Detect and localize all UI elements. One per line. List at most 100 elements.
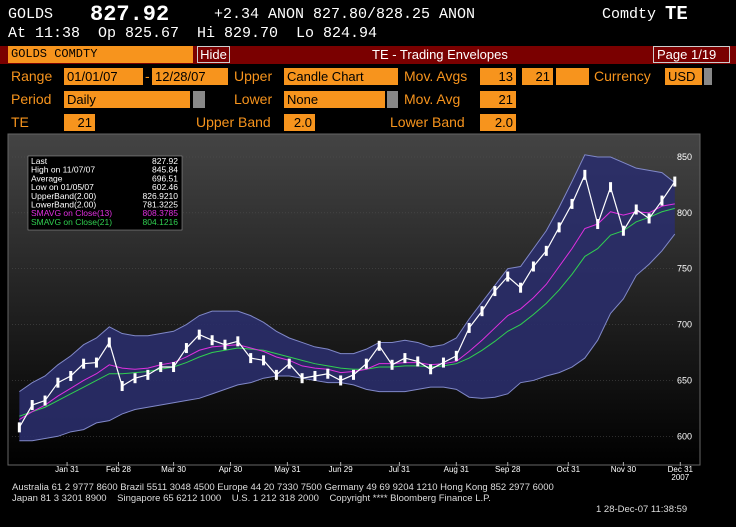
dropdown[interactable]	[704, 68, 712, 85]
form-field[interactable]: 13	[480, 68, 516, 85]
legend-label: UpperBand(2.00)	[31, 191, 96, 201]
form-field[interactable]: 21	[480, 91, 516, 108]
dropdown[interactable]	[387, 91, 398, 108]
form-field[interactable]: None	[284, 91, 385, 108]
candle	[184, 343, 188, 354]
x-tick-label: Aug 31	[444, 465, 470, 474]
form-label: Lower	[234, 91, 273, 107]
candle	[364, 358, 368, 369]
ticker: GOLDS	[8, 6, 54, 23]
toolbar-title: TE - Trading Envelopes	[372, 47, 508, 62]
form-label: TE	[11, 114, 29, 130]
form-label: Mov. Avgs	[404, 68, 468, 84]
y-tick-label: 800	[677, 208, 692, 218]
legend-label: High on 11/07/07	[31, 165, 95, 175]
form-label: Upper	[234, 68, 273, 84]
legend-label: LowerBand(2.00)	[31, 200, 96, 210]
form-field[interactable]: Candle Chart	[284, 68, 398, 85]
form-field[interactable]: 21	[64, 114, 95, 131]
candle	[403, 353, 407, 364]
security-field[interactable]: GOLDS COMDTY	[8, 46, 193, 63]
candle	[647, 213, 651, 224]
candle	[146, 369, 150, 380]
candle	[17, 422, 21, 433]
chart: 600 650 700 750 800 850 Jan 31 Feb 28 Mar 30 Apr …	[7, 133, 701, 480]
series-line	[19, 203, 675, 420]
candle	[197, 329, 201, 340]
candle	[673, 176, 677, 187]
candle	[621, 225, 625, 236]
x-tick-label: Jul 31	[389, 465, 411, 474]
form-label: Period	[11, 91, 52, 107]
form-label: Currency	[594, 68, 651, 84]
candle	[634, 204, 638, 215]
x-tick-label: Jan 31	[55, 465, 80, 474]
form-field[interactable]: 2.0	[480, 114, 516, 131]
candle	[493, 286, 497, 297]
candle	[570, 198, 574, 209]
legend-value: 696.51	[152, 173, 178, 183]
candle	[262, 355, 266, 366]
candle	[377, 340, 381, 351]
candle	[107, 337, 111, 348]
price: 827.92	[90, 2, 170, 27]
time-line: At 11:38 Op 825.67 Hi 829.70 Lo 824.94	[8, 25, 378, 42]
form-field[interactable]: 2.0	[284, 114, 315, 131]
form-label: Lower Band	[390, 114, 465, 130]
series-line	[19, 207, 675, 417]
legend-value: 826.9210	[143, 191, 179, 201]
candle	[236, 336, 240, 347]
candle	[544, 245, 548, 256]
y-tick-label: 650	[677, 375, 692, 385]
candle	[467, 322, 471, 333]
x-tick-label: Dec 31	[668, 465, 694, 474]
dropdown[interactable]	[193, 91, 205, 108]
candle	[480, 306, 484, 317]
candle	[300, 373, 304, 384]
form-field[interactable]: 21	[522, 68, 553, 85]
y-tick-label: 600	[677, 431, 692, 441]
legend-value: 827.92	[152, 156, 178, 166]
candle	[506, 271, 510, 282]
legend-value: 804.1216	[143, 217, 179, 227]
x-year-label: 2007	[671, 473, 689, 480]
footer-line: Australia 61 2 9777 8600 Brazil 5511 304…	[12, 482, 554, 493]
y-tick-label: 750	[677, 264, 692, 274]
x-tick-label: Feb 28	[106, 465, 131, 474]
form-field[interactable]: 01/01/07	[64, 68, 143, 85]
form-field[interactable]	[556, 68, 589, 85]
candle	[313, 370, 317, 381]
legend-label: Low on 01/05/07	[31, 182, 94, 192]
x-tick-label: Sep 28	[495, 465, 521, 474]
form-field[interactable]: 12/28/07	[152, 68, 228, 85]
legend-label: Average	[31, 173, 63, 183]
y-tick-label: 700	[677, 320, 692, 330]
candle	[583, 169, 587, 180]
legend-value: 602.46	[152, 182, 178, 192]
form-field[interactable]: USD	[665, 68, 702, 85]
candle	[30, 400, 34, 411]
legend-label: Last	[31, 156, 48, 166]
source: Comdty	[602, 6, 657, 23]
candle	[82, 358, 86, 369]
series-line	[18, 173, 676, 428]
page-indicator[interactable]: Page 1/19	[653, 46, 730, 63]
series-line	[19, 154, 676, 393]
candle	[441, 357, 445, 368]
form-label: Mov. Avg	[404, 91, 461, 107]
candle	[660, 195, 664, 206]
candle	[287, 358, 291, 369]
candle	[94, 357, 98, 368]
candle	[609, 182, 613, 193]
candle	[454, 350, 458, 361]
hide-button[interactable]: Hide	[197, 46, 230, 63]
candle	[390, 359, 394, 370]
form-field[interactable]: Daily	[64, 91, 190, 108]
form-label: -	[145, 68, 150, 84]
candle	[352, 369, 355, 380]
candle	[531, 261, 535, 272]
candle	[596, 219, 600, 230]
candle	[43, 395, 47, 406]
candle	[557, 222, 561, 233]
